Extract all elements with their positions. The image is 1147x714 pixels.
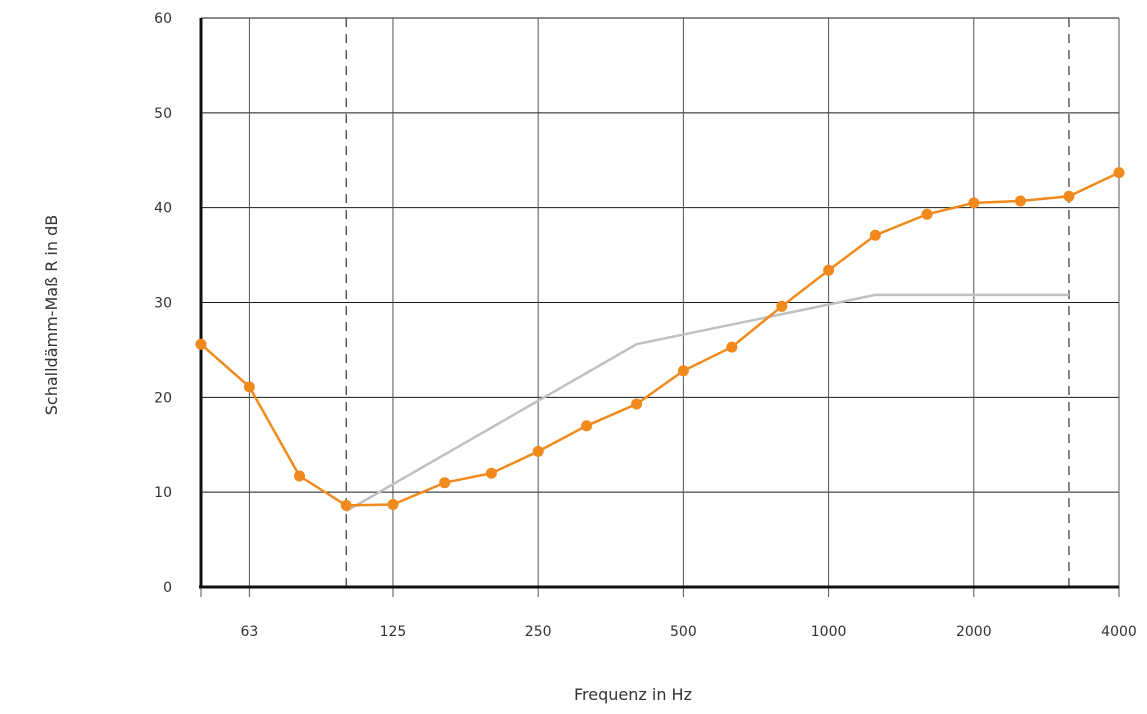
y-tick-label: 20 (154, 390, 172, 406)
grid (201, 17, 1120, 587)
x-tick-label: 125 (380, 624, 407, 640)
data-point (387, 499, 399, 510)
x-tick-label: 63 (241, 624, 259, 640)
x-tick-label: 1000 (811, 624, 847, 640)
y-tick-label: 10 (154, 485, 172, 501)
data-point (485, 467, 497, 479)
y-axis-label: Schalldämm-Maß R in dB (42, 215, 61, 415)
data-point (869, 229, 881, 241)
y-tick-label: 60 (154, 11, 172, 27)
data-point (968, 197, 980, 209)
data-point (243, 381, 255, 393)
data-point (294, 470, 305, 482)
data-point (195, 338, 207, 350)
data-point (532, 445, 544, 457)
data-point (581, 420, 593, 432)
data-point (1015, 195, 1026, 207)
data-point (726, 341, 738, 353)
x-tick-label: 500 (670, 624, 697, 640)
data-point (677, 365, 689, 377)
x-tick-label: 250 (525, 624, 552, 640)
x-tick-label: 4000 (1101, 624, 1137, 640)
data-point (340, 499, 352, 511)
y-tick-label: 0 (163, 580, 172, 596)
data-point (776, 300, 788, 312)
data-point (1113, 167, 1125, 179)
data-point (921, 208, 933, 220)
data-point (1063, 190, 1075, 202)
axes (199, 18, 1120, 597)
y-tick-label: 50 (154, 106, 172, 122)
x-tick-label: 2000 (956, 624, 992, 640)
x-axis-label: Frequenz in Hz (574, 685, 692, 704)
y-tick-label: 40 (154, 201, 172, 217)
data-point (439, 477, 451, 489)
data-point (823, 264, 835, 276)
series-group (195, 167, 1125, 513)
y-tick-labels: 0 10 20 30 40 50 60 (154, 11, 172, 596)
reference-curve-line (345, 293, 1069, 513)
data-point (631, 398, 643, 410)
y-tick-label: 30 (154, 296, 172, 312)
x-tick-labels: 63 125 250 500 1000 2000 4000 (241, 624, 1137, 640)
measured-curve-line (200, 171, 1120, 507)
